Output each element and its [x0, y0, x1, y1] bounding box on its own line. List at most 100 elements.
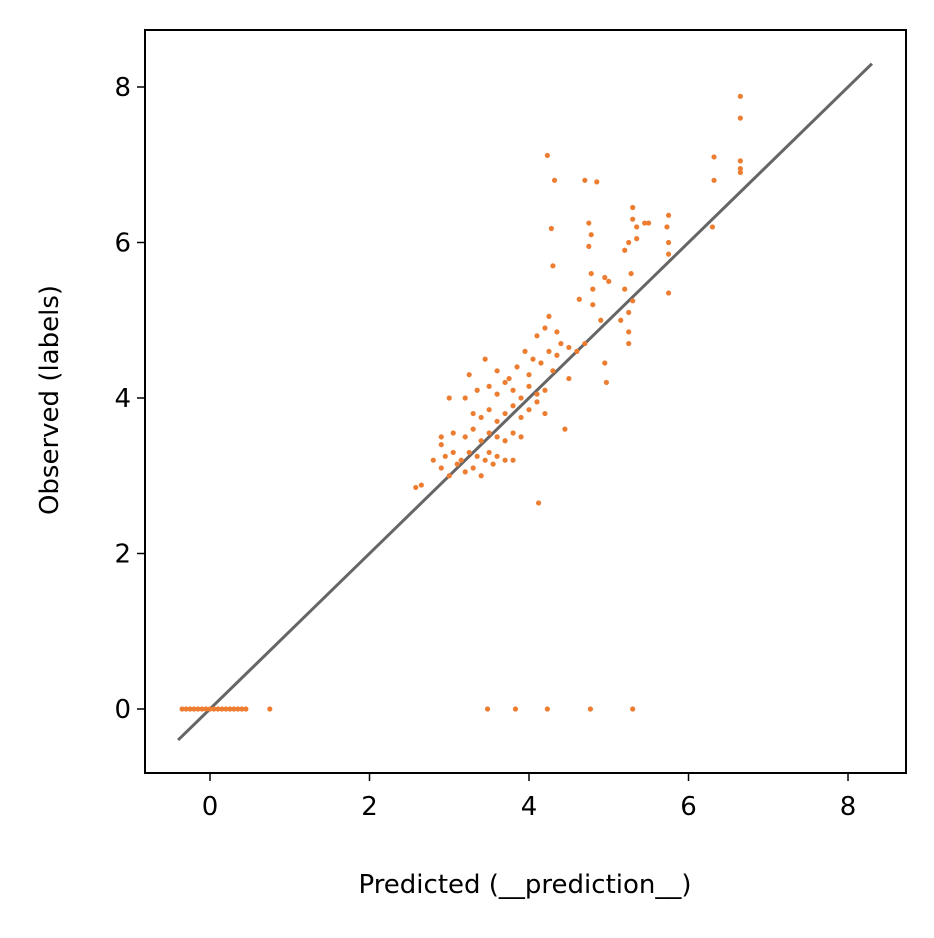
scatter-point: [522, 348, 528, 354]
scatter-point: [709, 224, 716, 230]
scatter-point: [582, 177, 588, 183]
scatter-point: [494, 418, 500, 424]
scatter-point: [602, 274, 608, 281]
scatter-point: [502, 457, 508, 463]
scatter-point: [576, 296, 582, 302]
scatter-point: [737, 93, 743, 99]
scatter-point: [482, 356, 488, 362]
scatter-point: [542, 410, 548, 417]
scatter-point: [510, 387, 516, 393]
scatter-point: [603, 379, 609, 386]
scatter-point: [665, 212, 672, 218]
scatter-point: [544, 706, 550, 712]
scatter-point: [737, 158, 743, 164]
scatter-point: [630, 204, 636, 211]
scatter-point: [518, 395, 524, 401]
scatter-point: [510, 403, 516, 409]
scatter-point: [462, 469, 468, 475]
scatter-point: [267, 706, 273, 712]
scatter-point: [418, 482, 424, 488]
scatter-point: [534, 391, 540, 397]
scatter-point: [711, 154, 717, 160]
scatter-point: [586, 220, 592, 226]
scatter-point: [502, 410, 508, 417]
scatter-point: [450, 430, 456, 436]
scatter-point: [588, 270, 594, 277]
scatter-point: [454, 461, 460, 467]
scatter-point: [239, 706, 245, 712]
scatter-point: [554, 329, 560, 335]
scatter-point: [665, 251, 672, 257]
scatter-point: [512, 706, 519, 712]
scatter-point: [574, 348, 580, 354]
scatter-point: [518, 434, 524, 440]
scatter-point: [490, 461, 496, 467]
scatter-point: [470, 410, 476, 417]
scatter-point: [542, 387, 548, 393]
scatter-point: [634, 236, 640, 242]
scatter-point: [438, 465, 444, 471]
y-tick-label: 0: [114, 695, 131, 725]
scatter-point: [606, 278, 612, 284]
scatter-point: [438, 442, 444, 448]
y-tick-label: 6: [114, 228, 131, 258]
scatter-point: [486, 430, 492, 436]
scatter-point: [510, 430, 516, 436]
scatter-point: [630, 216, 636, 222]
scatter-point: [594, 179, 600, 185]
scatter-point: [562, 426, 568, 432]
scatter-point: [187, 706, 193, 712]
scatter-point: [602, 360, 608, 366]
x-tick-label: 4: [521, 792, 538, 822]
reference-line: [177, 62, 873, 742]
y-tick-label: 8: [114, 73, 131, 103]
scatter-point: [566, 344, 572, 351]
scatter-point: [664, 224, 670, 230]
scatter-point: [665, 290, 672, 296]
scatter-point: [665, 239, 672, 246]
scatter-point: [590, 302, 596, 308]
plot-frame: [144, 29, 907, 774]
scatter-point: [179, 706, 185, 712]
scatter-point: [470, 465, 476, 471]
scatter-point: [518, 414, 524, 421]
y-tick-label: 4: [114, 384, 131, 414]
scatter-point: [530, 356, 536, 362]
scatter-point: [215, 706, 221, 712]
scatter-point: [622, 286, 628, 292]
scatter-point: [546, 348, 552, 354]
scatter-point: [438, 434, 444, 440]
scatter-point: [191, 706, 197, 712]
scatter-point: [618, 317, 624, 323]
scatter-point: [494, 368, 500, 374]
x-tick-label: 8: [840, 792, 857, 822]
scatter-point: [446, 473, 452, 479]
x-tick-label: 6: [680, 792, 697, 822]
scatter-point: [478, 438, 484, 444]
scatter-point: [554, 352, 560, 358]
scatter-point: [413, 484, 419, 491]
scatter-point: [510, 457, 516, 463]
scatter-point: [622, 247, 628, 253]
scatter-point: [462, 434, 468, 440]
scatter-point: [626, 309, 632, 316]
scatter-point: [535, 500, 542, 506]
scatter-point: [494, 453, 500, 459]
scatter-point: [484, 706, 491, 712]
scatter-point: [450, 449, 456, 456]
scatter-point: [737, 169, 743, 176]
scatter-point: [502, 438, 508, 444]
scatter-point: [227, 706, 233, 712]
scatter-point: [231, 706, 237, 712]
scatter-point: [466, 449, 472, 456]
scatter-point: [462, 395, 468, 401]
scatter-point: [235, 706, 241, 712]
scatter-point: [737, 166, 743, 172]
scatter-point: [458, 457, 464, 463]
scatter-point: [634, 224, 640, 230]
scatter-point: [542, 325, 548, 331]
scatter-point: [566, 375, 572, 382]
scatter-point: [526, 372, 532, 378]
scatter-point: [466, 372, 472, 378]
